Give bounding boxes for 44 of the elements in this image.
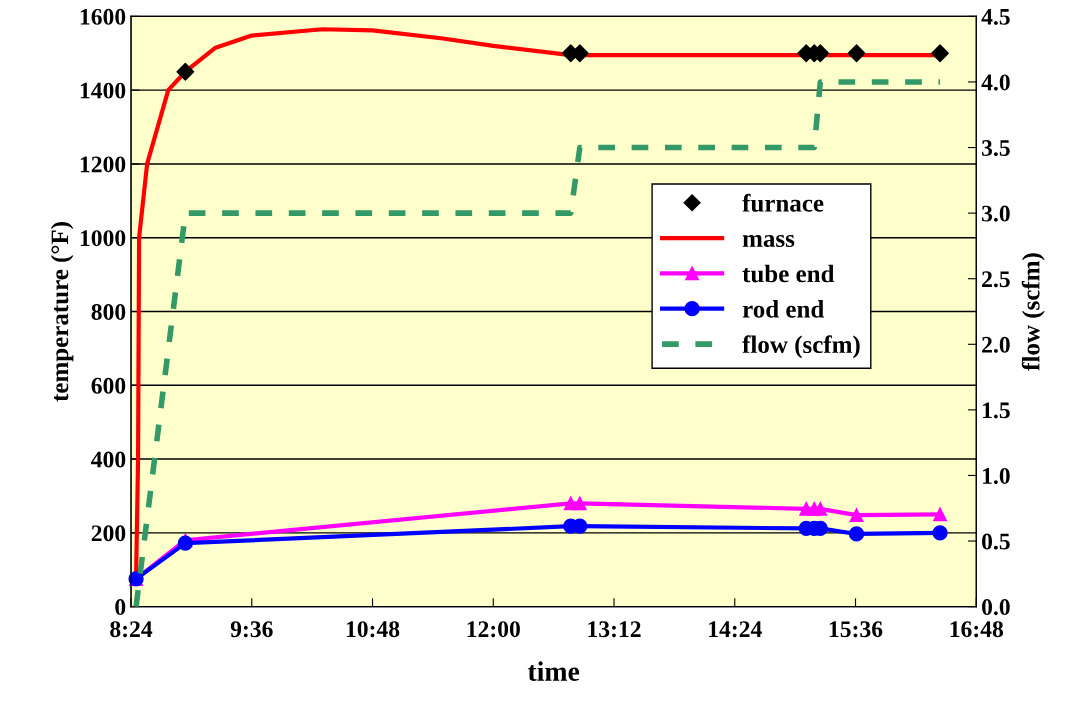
- point: [848, 526, 865, 542]
- point: [931, 44, 949, 63]
- y-tick-label: 1200: [80, 156, 126, 173]
- y2-tick-label: 4.0: [981, 74, 1010, 91]
- y-tick-label: 1600: [80, 8, 126, 25]
- x-tick-label: 8:24: [110, 621, 153, 638]
- x-tick-label: 16:48: [950, 621, 1004, 638]
- x-tick-label: 12:00: [467, 621, 520, 638]
- y-tick-label: 1000: [80, 230, 126, 247]
- point: [933, 507, 947, 522]
- y2-tick-label: 1.5: [983, 402, 1010, 419]
- y2-tick-label: 0.5: [982, 533, 1010, 550]
- x-tick-label: 9:36: [230, 621, 273, 638]
- point: [849, 508, 864, 523]
- point: [932, 525, 948, 541]
- y-tick-label: 800: [91, 303, 126, 320]
- point: [176, 62, 195, 81]
- y2-tick-label: 4.5: [981, 9, 1010, 25]
- y2-tick-label: 3.0: [982, 205, 1010, 222]
- y-tick-label: 0: [115, 599, 126, 616]
- x-axis-title: time: [527, 661, 580, 681]
- x-tick-label: 14:24: [709, 621, 762, 638]
- legend-label: mass: [742, 235, 795, 248]
- x-tick-label: 13:12: [588, 621, 641, 638]
- y-tick-label: 200: [91, 525, 126, 542]
- y2-tick-label: 2.5: [982, 271, 1010, 288]
- y2-tick-label: 3.5: [982, 140, 1010, 157]
- legend-label: furnace: [742, 193, 824, 212]
- legend-label: tube end: [742, 264, 835, 283]
- y2-tick-label: 2.0: [982, 336, 1010, 353]
- y2-axis-title: flow (scfm): [1021, 253, 1045, 371]
- legend-label: rod end: [742, 300, 825, 318]
- x-tick-label: 15:36: [829, 621, 883, 638]
- point: [813, 501, 828, 516]
- x-tick-label: 10:48: [346, 621, 400, 638]
- y2-tick-label: 0.0: [982, 599, 1010, 616]
- y2-tick-label: 1.0: [983, 467, 1010, 484]
- point: [847, 44, 866, 63]
- legend-label: flow (scfm): [742, 335, 860, 359]
- y-tick-label: 1400: [80, 82, 126, 99]
- y-tick-label: 400: [91, 451, 126, 468]
- y-axis-title: temperature (°F): [50, 222, 74, 402]
- y-tick-label: 600: [91, 377, 126, 394]
- point: [572, 496, 587, 511]
